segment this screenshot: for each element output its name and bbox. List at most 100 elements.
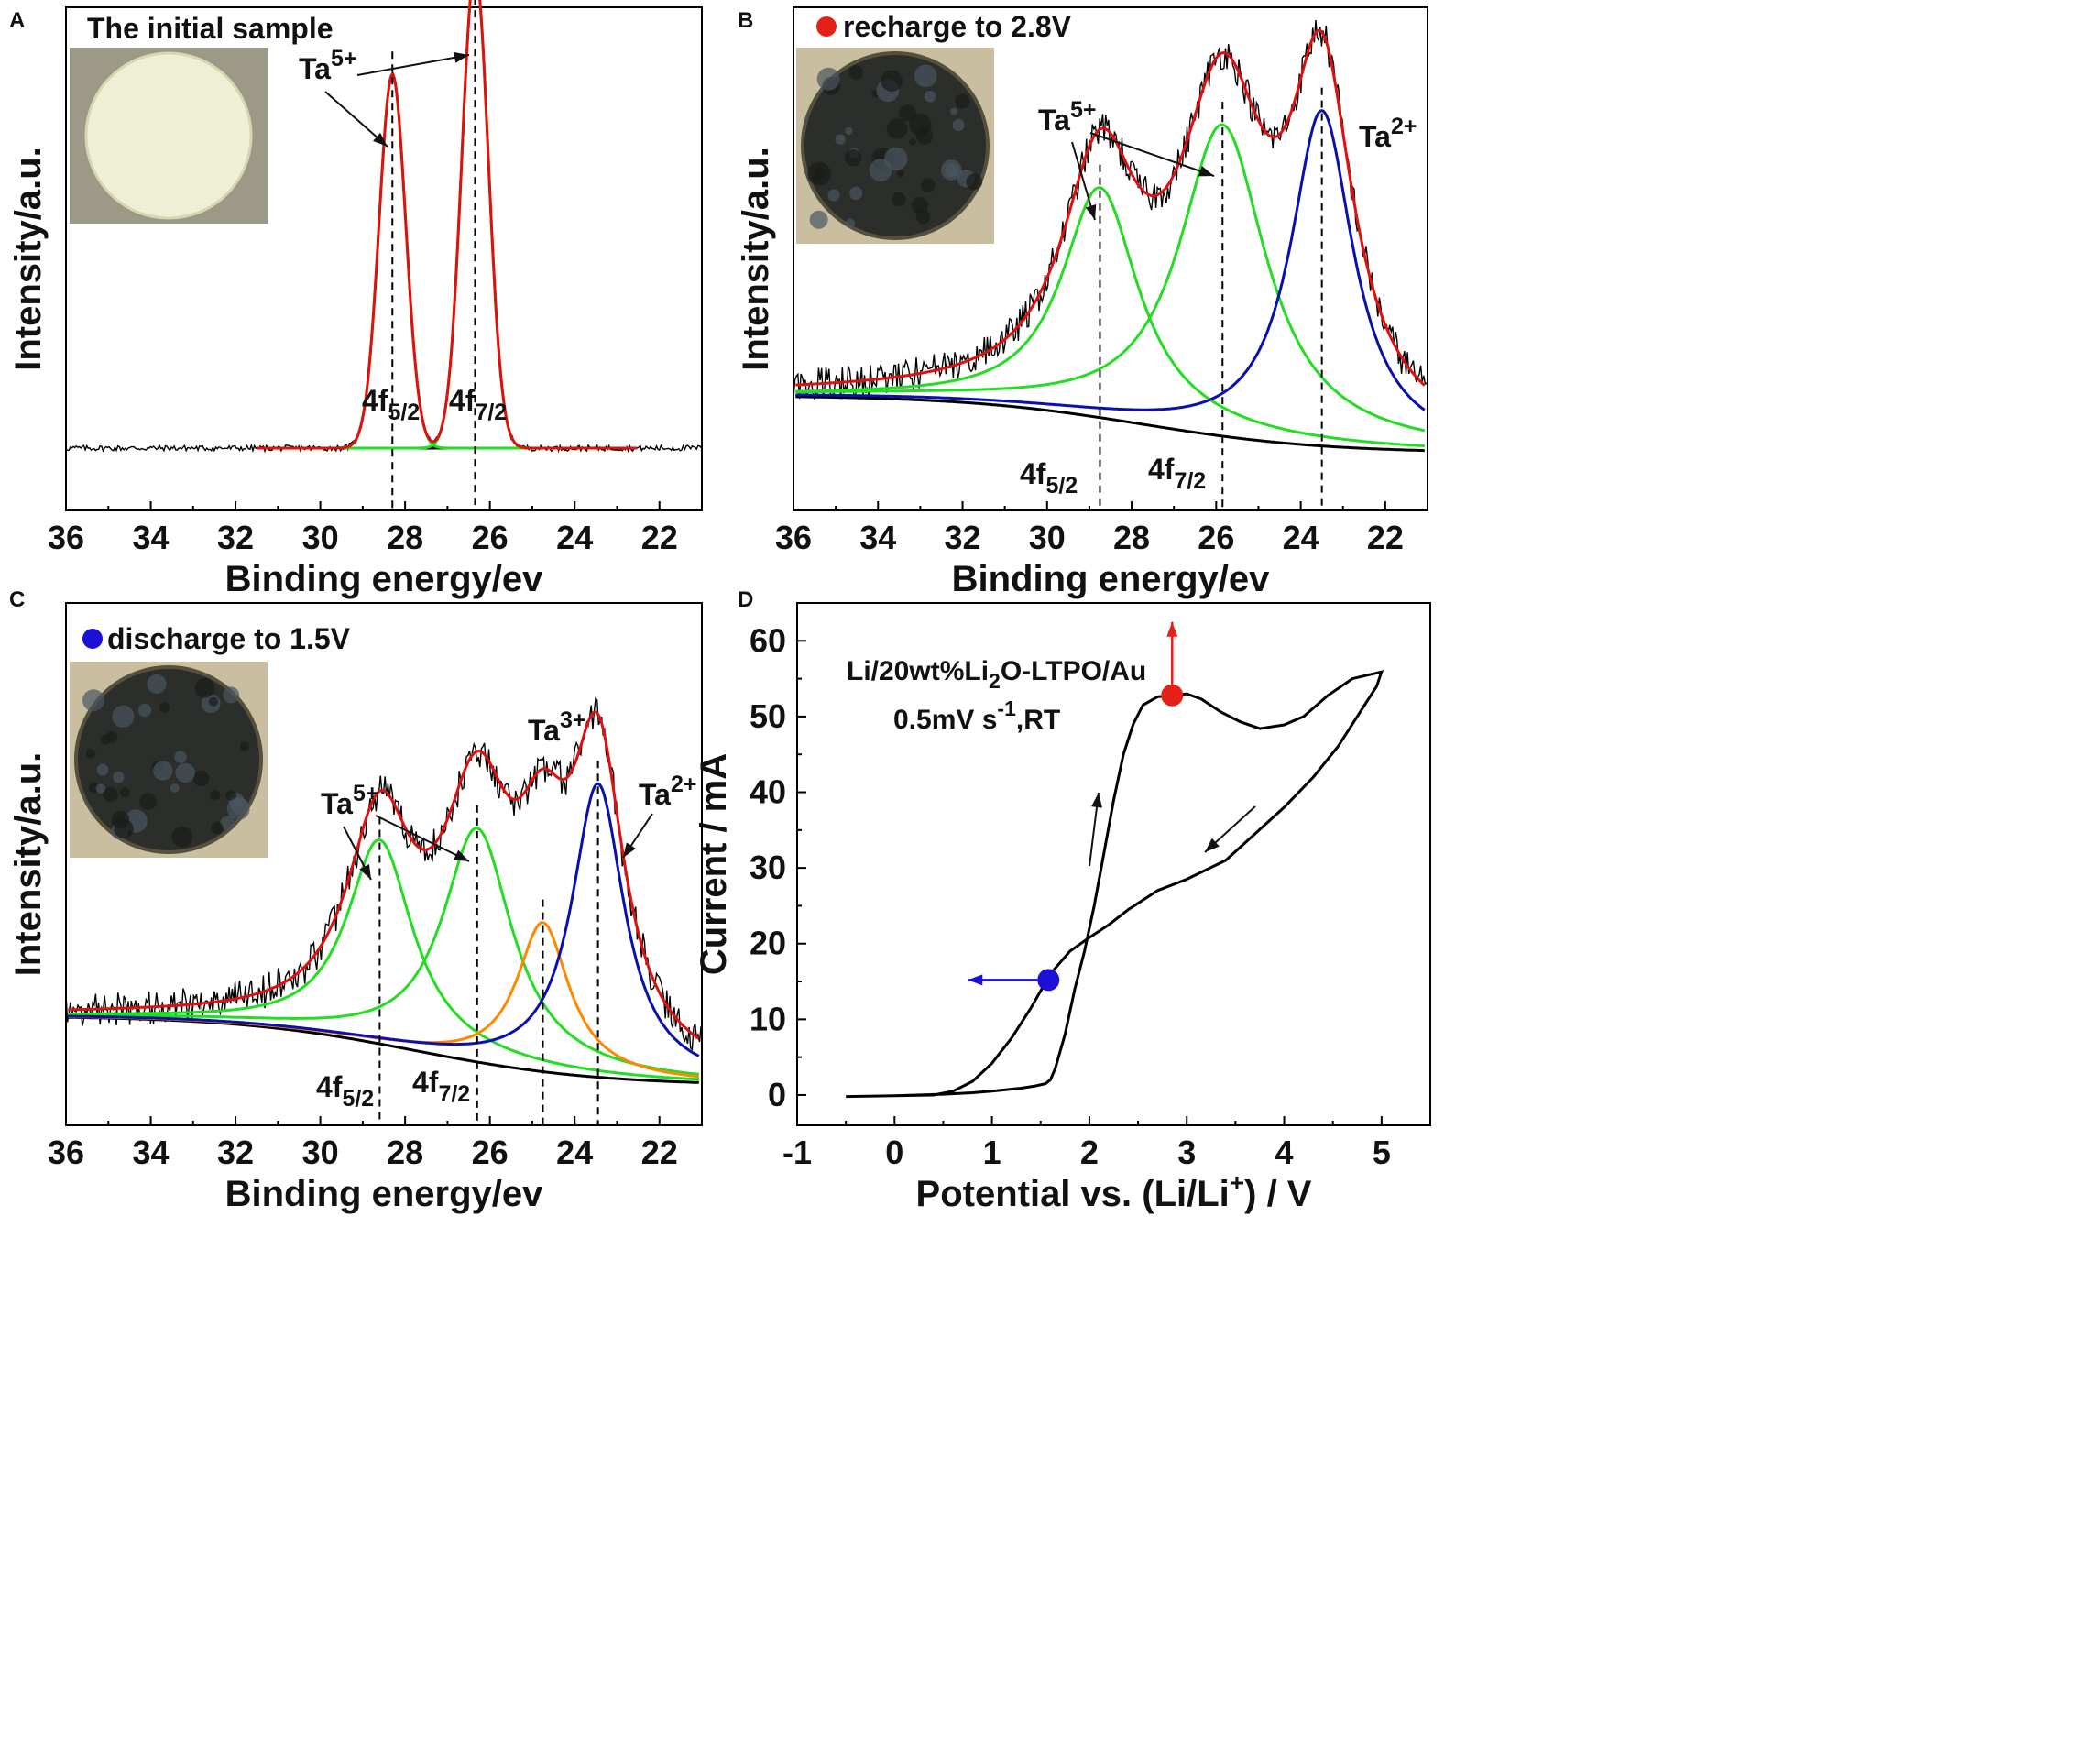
x-tick-label: 32 — [217, 1134, 254, 1171]
x-tick-label: 22 — [641, 1134, 678, 1171]
arrow-ta5-b-head — [453, 849, 469, 861]
scan-direction-arrow-down-head — [1205, 838, 1220, 852]
inset-photo-texture — [175, 762, 195, 783]
y-axis-label: Intensity/a.u. — [736, 147, 776, 371]
x-tick-label: 24 — [1283, 519, 1319, 556]
ion-label-ta2: Ta2+ — [639, 772, 696, 811]
envelope-fit — [257, 0, 638, 450]
plot-frame — [796, 602, 1431, 1126]
inset-photo-texture — [153, 761, 173, 781]
inset-photo-texture — [147, 674, 167, 694]
x-tick-label: 2 — [1080, 1134, 1099, 1171]
ion-label-ta5: Ta5+ — [1038, 97, 1096, 137]
legend-cell: Li/20wt%Li2O-LTPO/Au — [847, 656, 1146, 693]
x-tick-label: 34 — [859, 519, 896, 556]
arrow-ta5-b — [375, 815, 470, 862]
y-axis-label: Intensity/a.u. — [8, 752, 49, 977]
envelope-fit — [795, 28, 1426, 387]
x-tick-label: 5 — [1373, 1134, 1391, 1171]
inset-photo-texture — [85, 749, 96, 759]
inset-photo-texture — [103, 786, 118, 803]
x-tick-label: 34 — [133, 1134, 170, 1171]
arrow-ta5-b — [356, 54, 470, 76]
x-axis-label: Binding energy/ev — [952, 559, 1270, 599]
label-4f72: 4f7/2 — [449, 384, 507, 425]
label-4f52: 4f5/2 — [362, 384, 420, 425]
inset-photo-texture — [881, 70, 903, 92]
panel-title: The initial sample — [87, 12, 334, 45]
component-Ta5plus-1 — [795, 123, 1426, 433]
y-axis-label: Current / mA — [694, 753, 734, 975]
x-tick-label: 28 — [1113, 519, 1150, 556]
inset-photo-texture — [848, 65, 864, 80]
panel-label-A: A — [9, 8, 25, 33]
legend-conditions: 0.5mV s-1,RT — [893, 696, 1060, 735]
x-tick-label: 28 — [387, 1134, 423, 1171]
plot-frame — [65, 602, 703, 1126]
inset-photo-texture — [105, 731, 118, 743]
arrow-ta5-a-head — [359, 864, 371, 880]
cv-curve — [846, 670, 1384, 1099]
panel-label-B: B — [738, 8, 753, 33]
x-tick-label: 34 — [133, 519, 170, 556]
x-tick-label: 26 — [472, 519, 509, 556]
scan-direction-arrow-up-head — [1091, 793, 1102, 808]
x-tick-label: 24 — [556, 1134, 593, 1171]
inset-photo-texture — [827, 189, 840, 202]
inset-photo-texture — [139, 793, 157, 810]
inset-photo-texture — [845, 148, 862, 167]
inset-photo-texture — [112, 705, 135, 728]
y-tick-label: 60 — [750, 621, 786, 659]
inset-photo-texture — [914, 64, 937, 88]
inset-photo-texture — [96, 763, 109, 776]
arrow-ta5-a-head — [1085, 203, 1097, 220]
x-tick-label: 36 — [48, 1134, 84, 1171]
inset-photo-texture — [952, 119, 965, 132]
x-tick-label: 22 — [641, 519, 678, 556]
ion-label-ta3: Ta3+ — [528, 707, 585, 747]
component-Ta2plus-3 — [68, 782, 700, 1057]
panel-label-D: D — [738, 587, 753, 612]
component-Ta5plus-1 — [68, 827, 700, 1076]
blue-dot-icon — [82, 629, 103, 649]
label-4f72: 4f7/2 — [412, 1066, 470, 1107]
x-tick-label: 28 — [387, 519, 423, 556]
raw-spectrum — [793, 20, 1428, 400]
panel-A: A 36 34 32 30 28 26 24 22 Binding energy/ev Intens… — [8, 0, 703, 599]
inset-photo-texture — [845, 218, 856, 229]
plot-frame — [65, 6, 703, 511]
x-tick-label: 0 — [885, 1134, 903, 1171]
ion-label-ta5: Ta5+ — [321, 781, 378, 820]
y-tick-label: 30 — [750, 849, 786, 886]
inset-photo-texture — [223, 686, 240, 704]
inset-photo-texture — [211, 821, 224, 835]
envelope-fit — [68, 710, 700, 1040]
inset-photo-texture — [955, 93, 970, 109]
inset-photo-texture — [119, 787, 130, 798]
panel-title: discharge to 1.5V — [107, 622, 351, 655]
inset-photo-texture — [920, 178, 936, 192]
x-tick-label: 3 — [1177, 1134, 1196, 1171]
inset-photo-texture — [95, 783, 106, 794]
raw-spectrum — [65, 696, 702, 1051]
inset-photo-texture — [845, 126, 853, 135]
label-4f52: 4f5/2 — [316, 1070, 374, 1112]
inset-photo-texture — [835, 134, 846, 145]
panel-label-C: C — [9, 587, 25, 612]
panel-B: B 36 34 32 30 28 26 24 22 Binding energy/ev Intens… — [736, 6, 1428, 599]
inset-photo-disc — [801, 51, 990, 240]
inset-photo-texture — [816, 67, 840, 91]
inset-photo-texture — [159, 702, 170, 713]
inset-photo-disc — [84, 51, 253, 220]
x-tick-label: 22 — [1367, 519, 1404, 556]
inset-photo-texture — [174, 751, 187, 763]
x-tick-label: 4 — [1275, 1134, 1294, 1171]
inset-photo-texture — [966, 173, 983, 191]
inset-photo-texture — [896, 170, 904, 178]
x-tick-label: 26 — [472, 1134, 509, 1171]
baseline-curve — [795, 395, 1425, 453]
inset-photo-texture — [170, 783, 180, 793]
inset-photo-texture — [892, 192, 906, 206]
plot-frame — [793, 6, 1428, 511]
